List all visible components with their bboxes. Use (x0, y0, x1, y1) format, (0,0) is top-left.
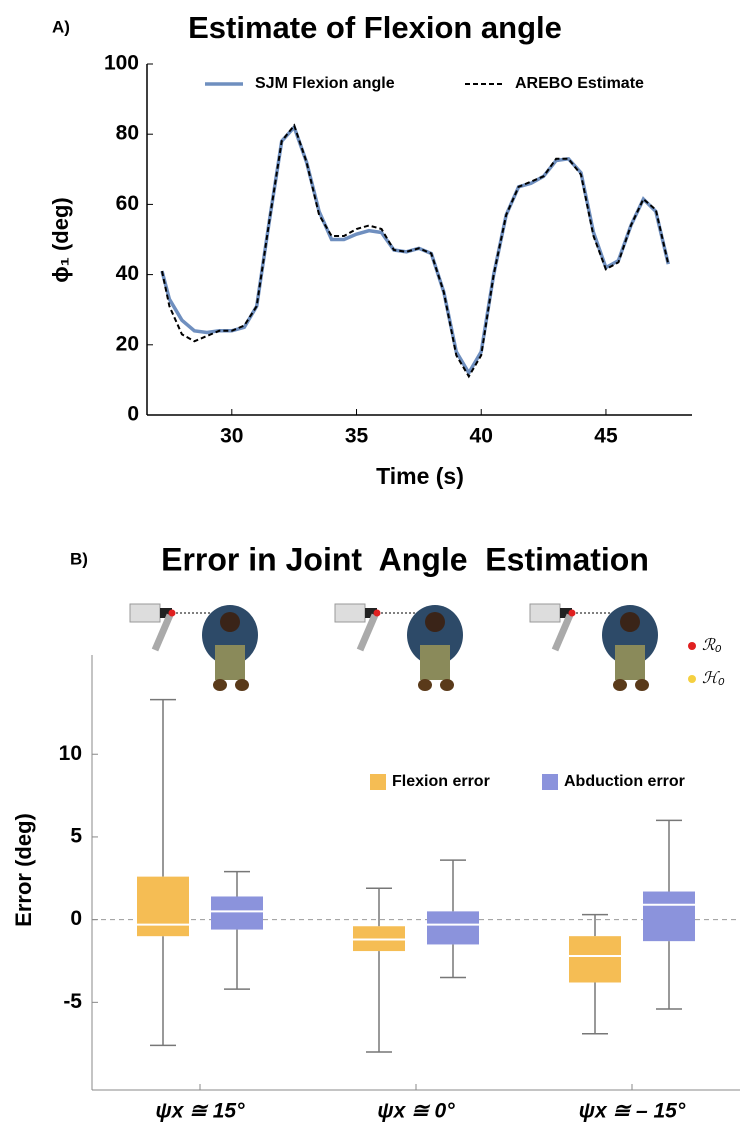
y-tick-label: 10 (59, 742, 82, 765)
x-tick-label: ψx ≅ 15° (156, 1100, 246, 1123)
annotation: ℋ₀ (702, 670, 725, 687)
y-tick-label: 40 (116, 262, 139, 285)
box (211, 896, 263, 930)
legend-label: Abduction error (564, 773, 685, 790)
y-tick-label: 5 (70, 824, 82, 847)
illustration (129, 603, 258, 691)
box (427, 911, 479, 945)
marker-dot (688, 675, 696, 683)
x-tick-label: 40 (470, 425, 493, 448)
legend-label: Flexion error (392, 773, 490, 790)
legend-label: SJM Flexion angle (255, 75, 395, 92)
x-tick-label: ψx ≅ 0° (377, 1100, 455, 1123)
box (643, 891, 695, 942)
chart-title: Estimate of Flexion angle (188, 10, 562, 45)
chart-title: Error in Joint Angle Estimation (161, 541, 649, 577)
panel-label: B) (70, 549, 88, 568)
legend-label: AREBO Estimate (515, 75, 644, 92)
x-tick-label: 30 (220, 425, 243, 448)
x-tick-label: 35 (345, 425, 369, 448)
y-tick-label: 0 (127, 403, 139, 426)
y-tick-label: 20 (116, 332, 139, 355)
annotation: ℛ₀ (702, 637, 722, 654)
illustration (529, 603, 658, 691)
illustration (334, 603, 463, 691)
x-tick-label: ψx ≅ – 15° (579, 1100, 686, 1123)
y-axis-label: ϕ₁ (deg) (48, 197, 73, 282)
series-line (161, 123, 670, 379)
panel-label: A) (52, 17, 70, 36)
y-tick-label: 60 (116, 192, 139, 215)
y-tick-label: -5 (63, 990, 82, 1013)
illustrations (129, 603, 696, 691)
marker-dot (688, 642, 696, 650)
legend-swatch (370, 774, 386, 790)
y-tick-label: 80 (116, 122, 139, 145)
box (569, 936, 621, 983)
y-tick-label: 0 (70, 907, 82, 930)
legend-swatch (542, 774, 558, 790)
box (137, 876, 189, 937)
y-axis-label: Error (deg) (11, 813, 36, 927)
x-axis-label: Time (s) (376, 463, 464, 489)
y-tick-label: 100 (104, 52, 139, 75)
x-tick-label: 45 (594, 425, 618, 448)
